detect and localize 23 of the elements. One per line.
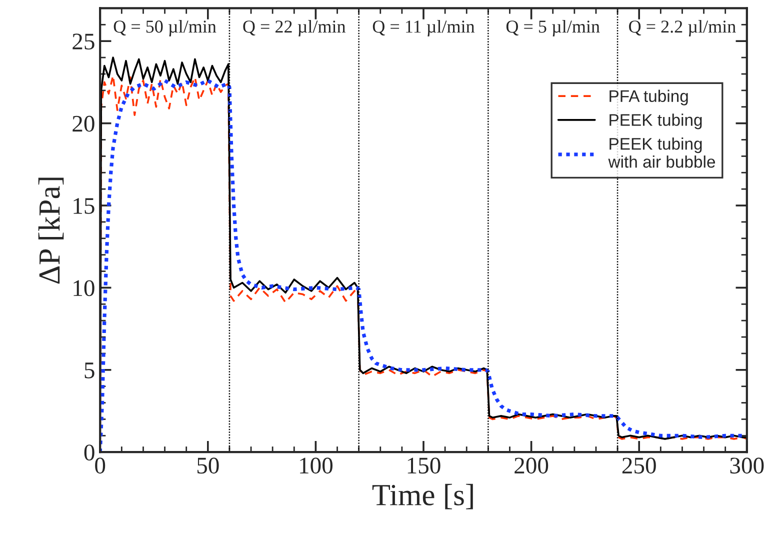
x-tick-label: 100 — [300, 458, 333, 474]
x-axis-title: Time [s] — [372, 484, 473, 510]
x-tick-label: 200 — [514, 458, 548, 474]
y-tick-label: 20 — [72, 116, 94, 132]
annotation: Q = 5 µl/min — [506, 20, 600, 36]
legend-label: PFA tubing — [610, 90, 688, 106]
y-tick-label: 25 — [72, 34, 94, 50]
y-axis-title: ΔP [kPa] — [38, 178, 64, 284]
annotation: Q = 2.2 µl/min — [629, 20, 736, 36]
x-tick-label: 150 — [408, 458, 440, 474]
x-tick-label: 250 — [622, 458, 656, 474]
x-tick-label: 50 — [197, 458, 219, 474]
x-tick-label: 300 — [730, 458, 764, 474]
x-tick-label: 0 — [95, 458, 106, 474]
annotation: Q = 22 µl/min — [243, 20, 346, 36]
y-tick-label: 15 — [74, 198, 94, 214]
legend-label: PEEK tubing — [610, 114, 702, 130]
y-tick-label: 10 — [74, 280, 94, 296]
annotation: Q = 11 µl/min — [372, 20, 475, 36]
y-tick-label: 0 — [84, 444, 94, 461]
annotation: Q = 50 µl/min — [114, 20, 216, 36]
y-tick-label: 5 — [84, 362, 94, 378]
legend-label: PEEK tubing with air bubble — [608, 138, 715, 168]
